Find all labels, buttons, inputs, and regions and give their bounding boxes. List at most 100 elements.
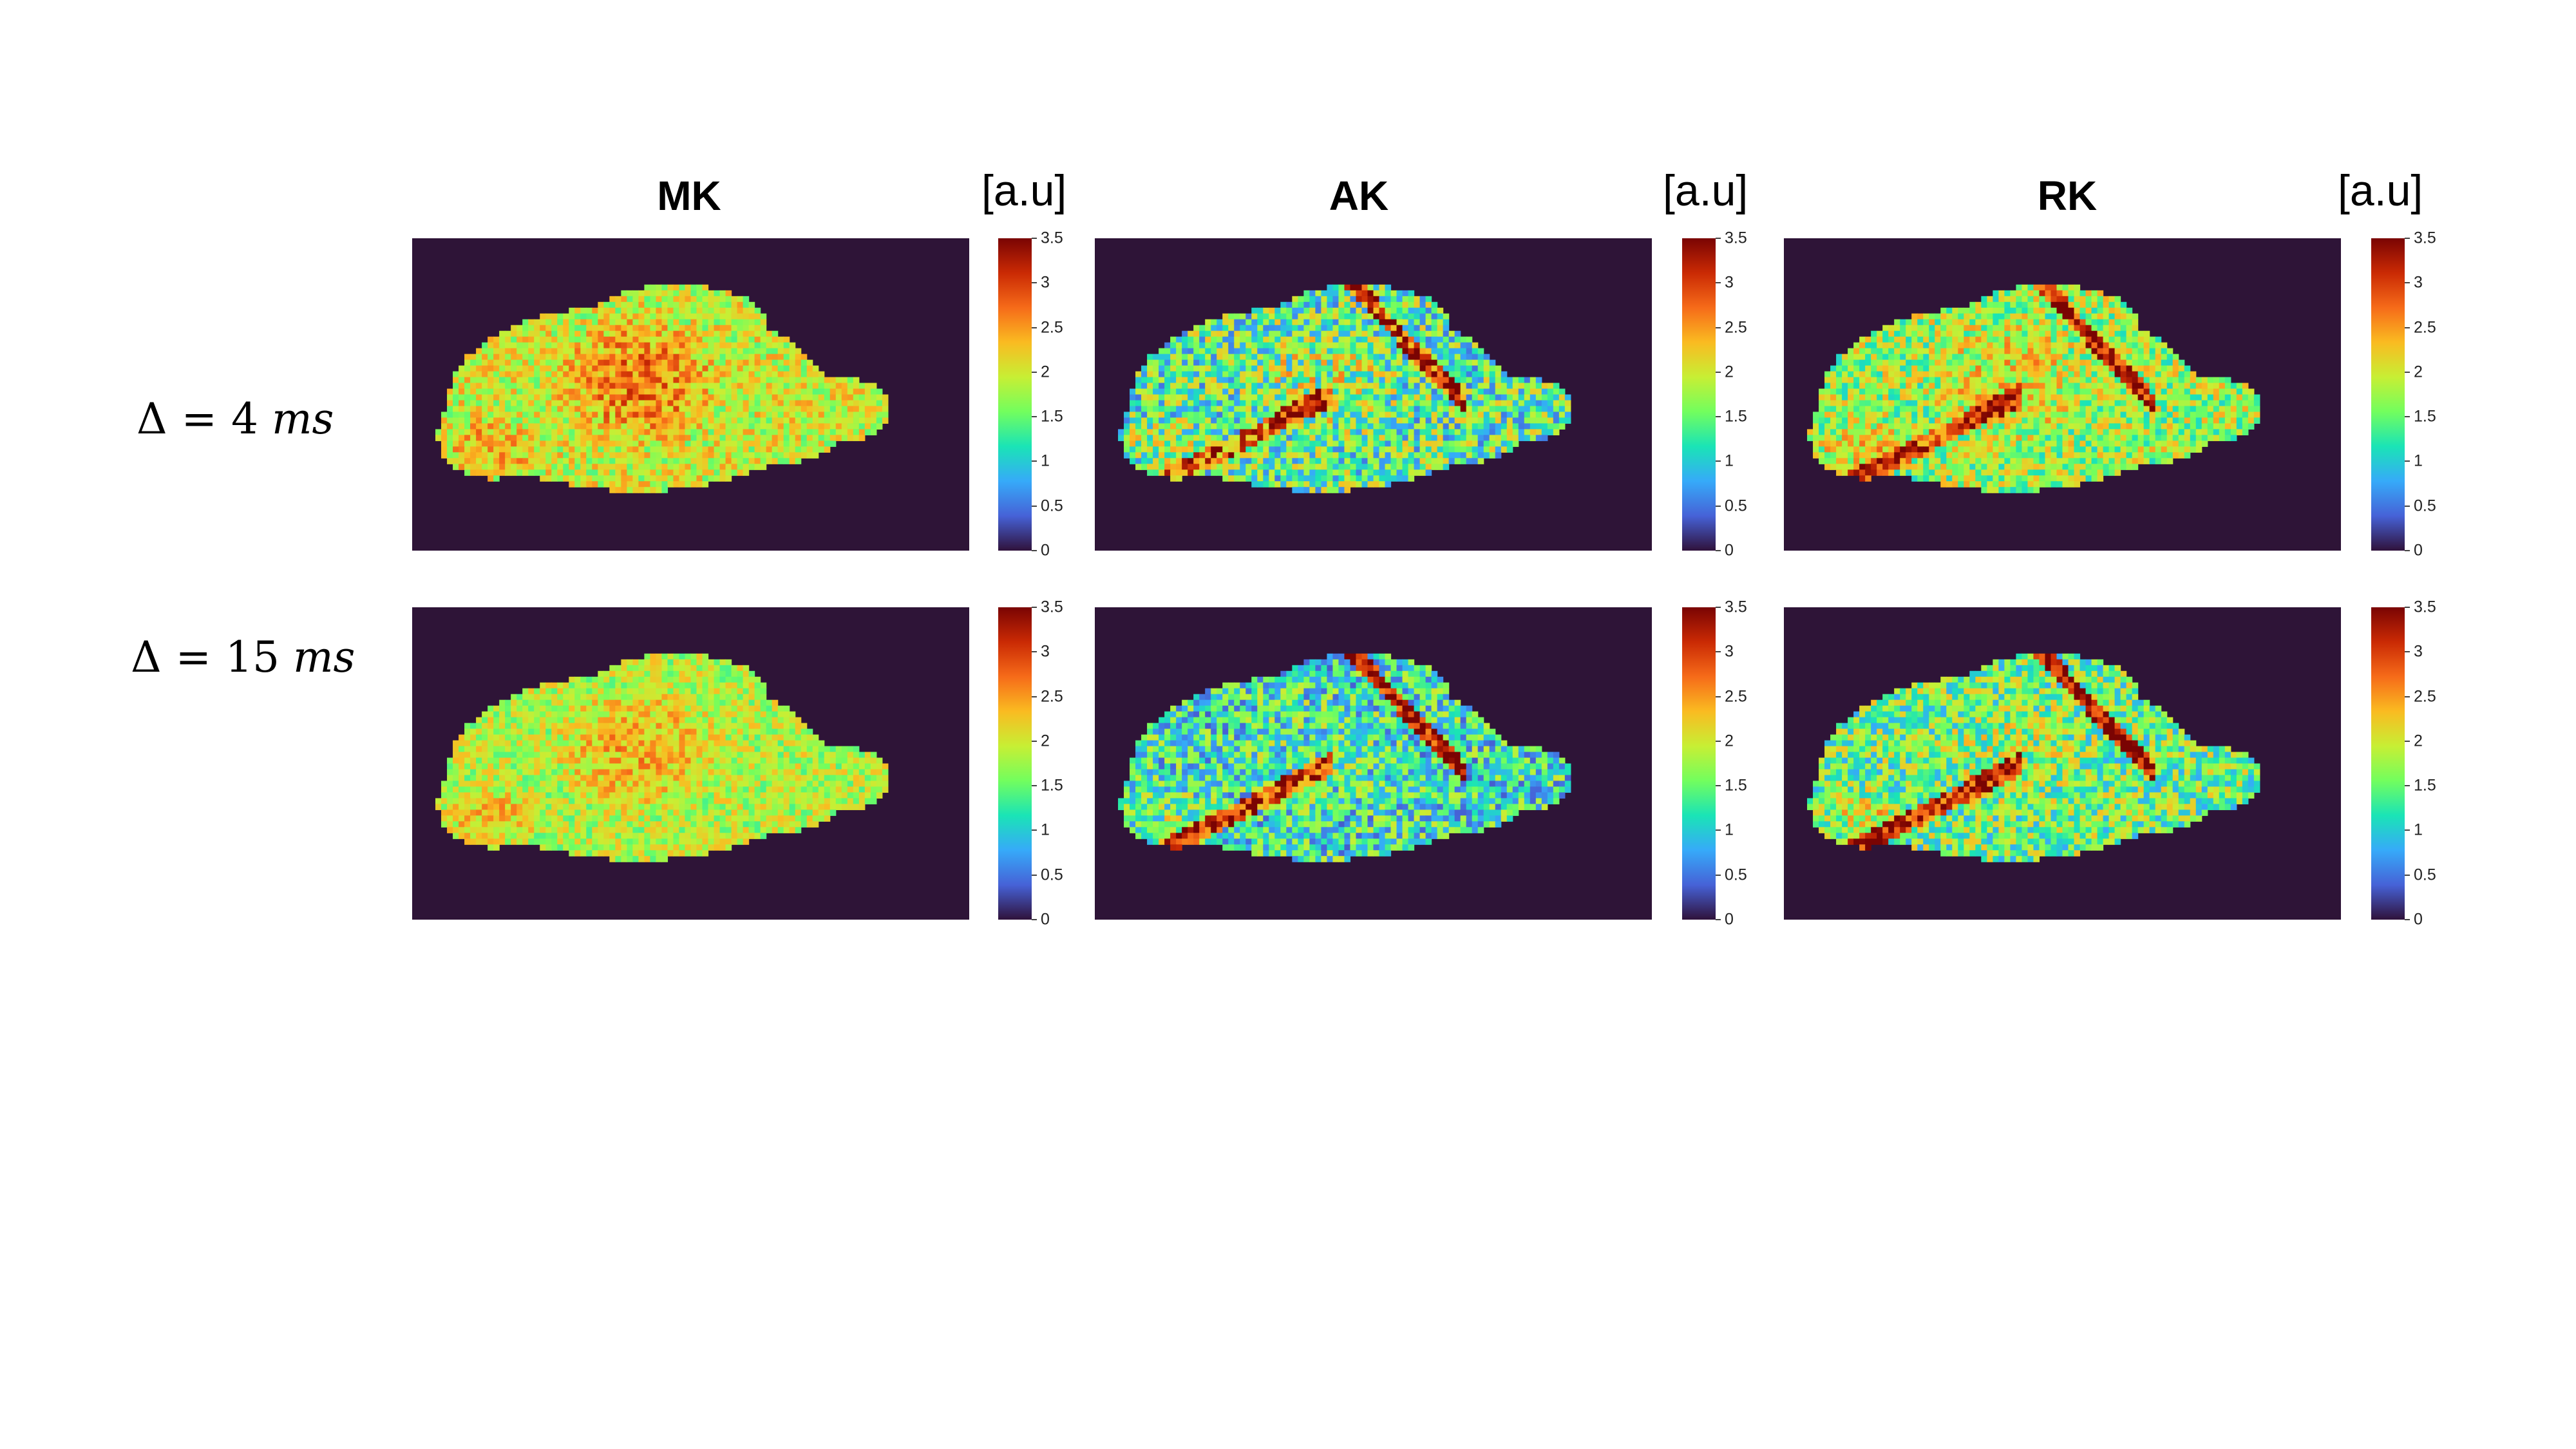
colorbar-tick-label: 2.5 <box>1725 687 1747 706</box>
colorbar-tick-mark <box>2405 919 2410 920</box>
colorbar-tick-mark <box>1032 550 1037 551</box>
colorbar-gradient <box>998 238 1032 551</box>
unit-label-ak: [a.u] <box>1663 166 1748 215</box>
colorbar-tick-mark <box>2405 505 2410 507</box>
colorbar-tick-label: 0 <box>2414 910 2423 929</box>
column-title-mk: MK <box>657 173 721 219</box>
colorbar-tick-mark <box>1032 785 1037 787</box>
colorbar-tick-mark <box>1716 327 1721 328</box>
colorbar-tick-mark <box>1716 651 1721 653</box>
colorbar-tick-label: 3.5 <box>1725 229 1747 247</box>
colorbar-tick-label: 3 <box>2414 273 2423 292</box>
colorbar-tick-label: 1.5 <box>1725 776 1747 795</box>
colorbar-tick-mark <box>1716 416 1721 418</box>
colorbar-tick-label: 1 <box>2414 451 2423 470</box>
colorbar-tick-label: 1 <box>2414 820 2423 839</box>
colorbar-tick-label: 0.5 <box>1041 866 1063 884</box>
colorbar-tick-mark <box>1716 740 1721 742</box>
parameter-map-image <box>1095 607 1652 920</box>
colorbar-tick-mark <box>1716 607 1721 608</box>
colorbar-tick-mark <box>1032 829 1037 831</box>
colorbar-mk-4ms: 0 0.5 1 1.5 2 2.5 3 3.5 <box>998 230 1063 558</box>
colorbar-tick-mark <box>1032 651 1037 653</box>
colorbar-tick-label: 1.5 <box>2414 776 2436 795</box>
colorbar-ak-15ms: 0 0.5 1 1.5 2 2.5 3 3.5 <box>1682 599 1747 927</box>
colorbar-tick-label: 1.5 <box>1041 776 1063 795</box>
colorbar-tick-label: 1.5 <box>2414 407 2436 426</box>
colorbar-tick-mark <box>2405 785 2410 787</box>
colorbar-tick-mark <box>1716 371 1721 373</box>
colorbar-tick-mark <box>1032 505 1037 507</box>
colorbar-tick-label: 1.5 <box>1725 407 1747 426</box>
colorbar-tick-label: 0.5 <box>1041 497 1063 515</box>
colorbar-tick-mark <box>1032 327 1037 328</box>
colorbar-gradient <box>1682 238 1716 551</box>
unit-label-mk: [a.u] <box>981 166 1067 215</box>
colorbar-tick-mark <box>1716 696 1721 697</box>
colorbar-tick-label: 3 <box>1725 642 1734 661</box>
colorbar-rk-15ms: 0 0.5 1 1.5 2 2.5 3 3.5 <box>2371 599 2436 927</box>
equals-sign: = <box>175 632 211 682</box>
map-mk-4ms <box>412 238 969 551</box>
colorbar-tick-mark <box>1716 919 1721 920</box>
colorbar-tick-mark <box>1716 550 1721 551</box>
colorbar-tick-mark <box>2405 416 2410 418</box>
map-rk-4ms <box>1784 238 2341 551</box>
parameter-map-image <box>1784 238 2341 551</box>
colorbar-tick-mark <box>1716 829 1721 831</box>
colorbar-tick-mark <box>1032 371 1037 373</box>
colorbar-tick-label: 0 <box>1725 910 1734 929</box>
colorbar-tick-mark <box>1032 740 1037 742</box>
colorbar-tick-mark <box>1716 282 1721 284</box>
colorbar-gradient <box>2371 607 2405 920</box>
row-label-delta-15ms: Δ = 15 ms <box>131 636 355 679</box>
colorbar-tick-label: 3.5 <box>1725 598 1747 616</box>
equals-sign: = <box>181 394 217 444</box>
colorbar-tick-label: 2.5 <box>1725 318 1747 337</box>
colorbar-rk-4ms: 0 0.5 1 1.5 2 2.5 3 3.5 <box>2371 230 2436 558</box>
row-label-delta-4ms: Δ = 4 ms <box>137 398 334 440</box>
colorbar-tick-mark <box>1032 696 1037 697</box>
map-ak-15ms <box>1095 607 1652 920</box>
colorbar-tick-label: 1 <box>1041 451 1050 470</box>
colorbar-tick-mark <box>2405 607 2410 608</box>
colorbar-tick-label: 2.5 <box>1041 687 1063 706</box>
colorbar-mk-15ms: 0 0.5 1 1.5 2 2.5 3 3.5 <box>998 599 1063 927</box>
colorbar-tick-mark <box>2405 460 2410 462</box>
colorbar-tick-label: 2 <box>1041 732 1050 750</box>
colorbar-tick-mark <box>1032 238 1037 239</box>
colorbar-tick-mark <box>2405 829 2410 831</box>
colorbar-tick-label: 2 <box>2414 732 2423 750</box>
colorbar-tick-label: 3 <box>1041 642 1050 661</box>
colorbar-tick-label: 0 <box>2414 541 2423 560</box>
colorbar-tick-label: 0.5 <box>1725 497 1747 515</box>
colorbar-tick-label: 1 <box>1725 451 1734 470</box>
colorbar-tick-mark <box>1716 238 1721 239</box>
colorbar-tick-mark <box>2405 371 2410 373</box>
map-ak-4ms <box>1095 238 1652 551</box>
delta-value: 4 <box>231 394 258 444</box>
colorbar-tick-mark <box>1032 607 1037 608</box>
parameter-map-image <box>412 238 969 551</box>
delta-value: 15 <box>225 632 279 682</box>
colorbar-tick-mark <box>1032 416 1037 418</box>
parameter-map-image <box>1784 607 2341 920</box>
colorbar-tick-label: 1 <box>1041 820 1050 839</box>
colorbar-tick-mark <box>1716 460 1721 462</box>
colorbar-tick-mark <box>1032 282 1037 284</box>
colorbar-tick-label: 2.5 <box>2414 687 2436 706</box>
colorbar-tick-label: 3.5 <box>1041 229 1063 247</box>
colorbar-tick-mark <box>1716 785 1721 787</box>
colorbar-tick-mark <box>2405 327 2410 328</box>
colorbar-gradient <box>998 607 1032 920</box>
colorbar-tick-label: 3.5 <box>1041 598 1063 616</box>
delta-unit: ms <box>292 632 355 682</box>
colorbar-tick-label: 2.5 <box>2414 318 2436 337</box>
column-title-rk: RK <box>2037 173 2098 219</box>
colorbar-tick-label: 3.5 <box>2414 229 2436 247</box>
colorbar-tick-mark <box>2405 740 2410 742</box>
colorbar-tick-label: 0 <box>1041 541 1050 560</box>
colorbar-tick-mark <box>2405 696 2410 697</box>
column-title-ak: AK <box>1329 173 1389 219</box>
colorbar-tick-label: 1 <box>1725 820 1734 839</box>
